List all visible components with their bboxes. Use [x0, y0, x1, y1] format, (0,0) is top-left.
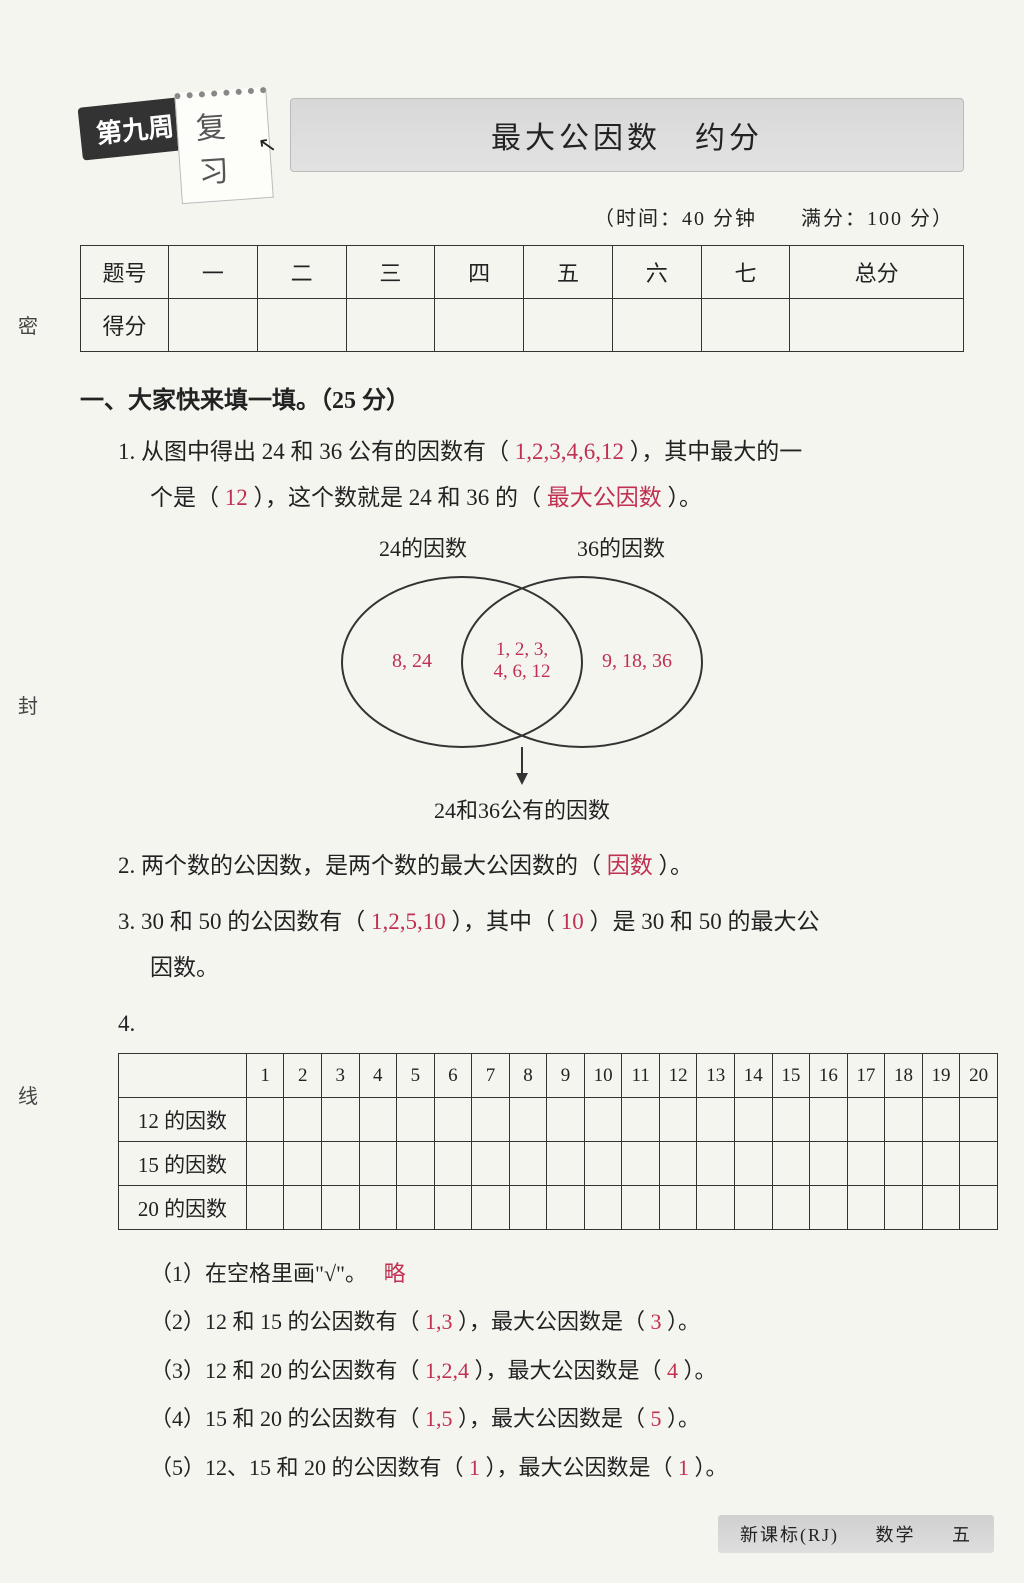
score-table: 题号 一 二 三 四 五 六 七 总分 得分	[80, 245, 964, 352]
venn-diagram: 24的因数 36的因数 8, 24 1, 2, 3, 4, 6, 12 9, 1…	[80, 531, 964, 825]
sub-1: （1）在空格里画"√"。 略	[150, 1250, 964, 1298]
venn-left-label: 24的因数	[379, 531, 467, 563]
question-2: 2. 两个数的公因数，是两个数的最大公因数的（ 因数 ）。	[118, 843, 964, 889]
venn-mid-1: 1, 2, 3,	[496, 639, 548, 660]
q3-a1: 1,2,5,10	[371, 909, 446, 934]
score-v-label: 得分	[81, 299, 169, 352]
q1-a2: 12	[225, 485, 248, 510]
factor-table: 1 2 3 4 5 6 7 8 9 10 11 12 13 14 15 16 1…	[118, 1053, 998, 1230]
factor-header-row: 1 2 3 4 5 6 7 8 9 10 11 12 13 14 15 16 1…	[119, 1054, 998, 1098]
factor-row-20: 20 的因数	[119, 1186, 998, 1230]
factor-row-15: 15 的因数	[119, 1142, 998, 1186]
q1-a1: 1,2,3,4,6,12	[515, 439, 624, 464]
q3-t1: 30 和 50 的公因数有（	[141, 909, 365, 934]
q1-t4: ），这个数就是 24 和 36 的（	[254, 485, 542, 510]
score-h-1: 一	[169, 246, 258, 299]
footer-bar: 新课标(RJ) 数学 五	[718, 1515, 994, 1553]
page-title: 最大公因数 约分	[290, 98, 964, 172]
score-value-row: 得分	[81, 299, 964, 352]
q2-a1: 因数	[607, 853, 653, 878]
footer-b: 数学	[876, 1525, 916, 1545]
header-row: 第九周 复习 ↖ 最大公因数 约分	[80, 80, 964, 172]
sub1-ans: 略	[384, 1261, 406, 1286]
score-h-6: 六	[612, 246, 701, 299]
score-h-0: 题号	[81, 246, 169, 299]
week-badge: 第九周 复习 ↖	[80, 80, 270, 160]
q1-t3: 个是（	[150, 485, 219, 510]
q2-num: 2.	[118, 853, 135, 878]
margin-char-2: 封	[18, 690, 38, 719]
q3-num: 3.	[118, 909, 135, 934]
margin-char-3: 线	[18, 1080, 38, 1109]
venn-right-vals: 9, 18, 36	[602, 650, 672, 672]
venn-right-label: 36的因数	[577, 531, 665, 563]
score-h-7: 七	[701, 246, 790, 299]
sub-3: （3）12 和 20 的公因数有（ 1,2,4 ），最大公因数是（ 4 ）。	[150, 1347, 964, 1395]
score-h-4: 四	[435, 246, 524, 299]
q4-num: 4.	[118, 1011, 135, 1036]
section-1-title: 一、大家快来填一填。（25 分）	[80, 380, 964, 415]
q1-a3: 最大公因数	[547, 485, 662, 510]
margin-char-1: 密	[18, 310, 38, 339]
sub-5: （5）12、15 和 20 的公因数有（ 1 ），最大公因数是（ 1 ）。	[150, 1444, 964, 1492]
question-3: 3. 30 和 50 的公因数有（ 1,2,5,10 ），其中（ 10 ）是 3…	[118, 899, 964, 991]
venn-bottom-label: 24和36公有的因数	[80, 793, 964, 825]
q1-t5: ）。	[668, 485, 703, 510]
q1-t2: ），其中最大的一	[630, 439, 803, 464]
q3-t4: 因数。	[150, 955, 219, 980]
question-1: 1. 从图中得出 24 和 36 公有的因数有（ 1,2,3,4,6,12 ），…	[118, 429, 964, 521]
sub-2: （2）12 和 15 的公因数有（ 1,3 ），最大公因数是（ 3 ）。	[150, 1298, 964, 1346]
score-header-row: 题号 一 二 三 四 五 六 七 总分	[81, 246, 964, 299]
q2-t1: 两个数的公因数，是两个数的最大公因数的（	[141, 853, 601, 878]
score-h-3: 三	[346, 246, 435, 299]
q3-t3: ）是 30 和 50 的最大公	[590, 909, 820, 934]
score-h-8: 总分	[790, 246, 964, 299]
cursor-icon: ↖	[256, 131, 279, 160]
q1-t1: 从图中得出 24 和 36 公有的因数有（	[141, 439, 509, 464]
score-h-2: 二	[257, 246, 346, 299]
venn-mid-2: 4, 6, 12	[494, 661, 551, 682]
footer-c: 五	[952, 1525, 972, 1545]
footer-a: 新课标(RJ)	[740, 1525, 839, 1545]
q1-num: 1.	[118, 439, 135, 464]
score-h-5: 五	[524, 246, 613, 299]
q2-t2: ）。	[659, 853, 694, 878]
factor-row-12: 12 的因数	[119, 1098, 998, 1142]
q3-t2: ），其中（	[452, 909, 556, 934]
question-4: 4.	[118, 1001, 964, 1047]
venn-left-vals: 8, 24	[392, 650, 432, 672]
worksheet-page: 密 封 线 第九周 复习 ↖ 最大公因数 约分 （时间：40 分钟 满分：100…	[0, 0, 1024, 1583]
venn-svg: 8, 24 1, 2, 3, 4, 6, 12 9, 18, 36	[302, 567, 742, 787]
sub-4: （4）15 和 20 的公因数有（ 1,5 ），最大公因数是（ 5 ）。	[150, 1395, 964, 1443]
q3-a2: 10	[561, 909, 584, 934]
meta-info: （时间：40 分钟 满分：100 分）	[80, 202, 954, 231]
